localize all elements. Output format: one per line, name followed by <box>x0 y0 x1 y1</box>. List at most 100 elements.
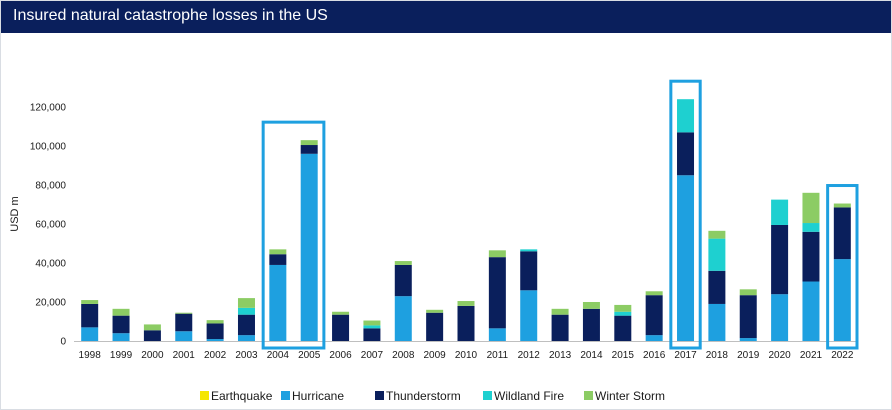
bar-segment <box>677 175 695 341</box>
bar-segment <box>237 307 255 315</box>
x-tick-label: 2005 <box>298 350 321 361</box>
x-tick-label: 2009 <box>424 350 447 361</box>
x-tick-label: 2000 <box>141 350 164 361</box>
bar-segment <box>206 320 224 324</box>
bar-segment <box>645 291 663 296</box>
bar-segment <box>771 199 789 225</box>
x-tick-label: 2006 <box>329 350 352 361</box>
bar-segment <box>708 303 726 341</box>
bar-segment <box>394 296 412 341</box>
bar-segment <box>237 298 255 308</box>
bar-segment <box>300 145 318 154</box>
y-tick-label: 20,000 <box>35 298 66 309</box>
x-tick-label: 2021 <box>800 350 823 361</box>
bar-segment <box>614 311 632 316</box>
bar-segment <box>739 338 757 341</box>
chart-title: Insured natural catastrophe losses in th… <box>13 7 328 24</box>
bar-segment <box>363 320 381 326</box>
bar-segment <box>708 230 726 239</box>
bar-segment <box>614 315 632 341</box>
bar-segment <box>520 290 538 341</box>
legend-swatch <box>483 391 492 400</box>
bar-segment <box>269 254 287 265</box>
bar-segment <box>300 153 318 341</box>
bar-segment <box>582 308 600 341</box>
x-tick-label: 2017 <box>674 350 697 361</box>
y-tick-label: 0 <box>60 337 66 348</box>
bar-segment <box>112 308 130 316</box>
x-tick-label: 2013 <box>549 350 572 361</box>
bar-segment <box>206 323 224 340</box>
bar-segment <box>645 295 663 336</box>
bar-segment <box>457 301 475 306</box>
x-tick-label: 2022 <box>831 350 854 361</box>
x-tick-label: 2004 <box>267 350 290 361</box>
bar-segment <box>175 331 193 341</box>
bar-segment <box>833 203 851 208</box>
bar-segment <box>488 250 506 258</box>
bar-segment <box>488 257 506 329</box>
legend-swatch <box>584 391 593 400</box>
x-tick-label: 2011 <box>487 350 509 361</box>
bar-segment <box>833 207 851 260</box>
bar-segment <box>175 312 193 314</box>
legend-entry: Winter Storm <box>595 389 665 403</box>
bar-segment <box>300 140 318 146</box>
bar-segment <box>520 249 538 252</box>
bar-segment <box>833 259 851 341</box>
highlight-box <box>669 79 702 350</box>
bar-segment <box>206 339 224 341</box>
y-tick-label: 40,000 <box>35 259 66 270</box>
legend-swatch <box>281 391 290 400</box>
title-bar: Insured natural catastrophe losses in th… <box>1 1 891 33</box>
bar-segment <box>457 305 475 341</box>
bar-segment <box>112 315 130 334</box>
legend-entry: Wildland Fire <box>494 389 564 403</box>
bar-segment <box>363 328 381 341</box>
bar-segment <box>802 281 820 341</box>
x-tick-label: 2007 <box>361 350 384 361</box>
y-tick-label: 120,000 <box>30 103 67 114</box>
bar-segment <box>739 295 757 339</box>
bar-segment <box>394 261 412 265</box>
bar-segment <box>81 327 99 341</box>
bar-segment <box>802 223 820 232</box>
bar-segment <box>426 309 444 313</box>
x-tick-label: 2012 <box>518 350 541 361</box>
bar-segment <box>426 312 444 341</box>
y-axis-label: USD m <box>9 196 21 231</box>
bar-segment <box>81 303 99 328</box>
bar-segment <box>551 314 569 341</box>
bar-segment <box>332 311 350 315</box>
y-tick-label: 60,000 <box>35 220 66 231</box>
x-tick-label: 2010 <box>455 350 478 361</box>
bar-segment <box>237 314 255 336</box>
x-tick-label: 2016 <box>643 350 666 361</box>
bar-segment <box>614 304 632 312</box>
x-tick-label: 2001 <box>173 350 196 361</box>
bar-segment <box>269 264 287 341</box>
bar-segment <box>269 249 287 255</box>
bar-segment <box>708 270 726 304</box>
x-tick-label: 1998 <box>79 350 102 361</box>
bar-segment <box>175 313 193 332</box>
x-tick-label: 2015 <box>612 350 635 361</box>
bar-segment <box>802 192 820 224</box>
bar-segment <box>802 231 820 282</box>
bar-segment <box>739 289 757 296</box>
legend-swatch <box>375 391 384 400</box>
x-tick-label: 1999 <box>110 350 133 361</box>
bar-segment <box>363 325 381 329</box>
bar-segment <box>708 238 726 271</box>
highlight-box <box>826 184 859 350</box>
bar-segment <box>677 99 695 133</box>
legend-entry: Thunderstorm <box>386 389 461 403</box>
bar-segment <box>112 333 130 341</box>
x-tick-label: 2014 <box>580 350 603 361</box>
x-tick-label: 2018 <box>706 350 729 361</box>
bar-segment <box>81 300 99 304</box>
bar-segment <box>520 251 538 291</box>
x-tick-label: 2003 <box>235 350 258 361</box>
y-tick-label: 100,000 <box>30 142 67 153</box>
